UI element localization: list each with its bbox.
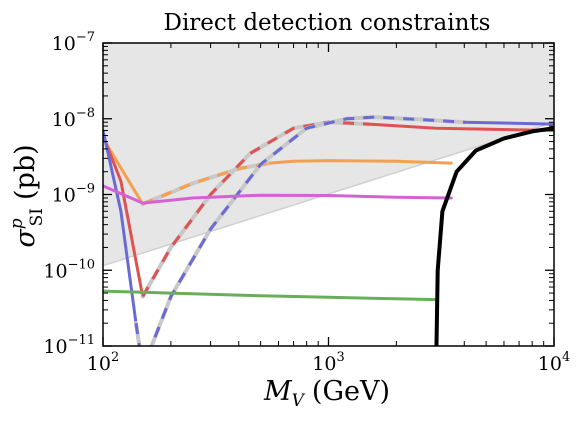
y-tick-label-0-exp: −11: [68, 333, 95, 348]
series-5-line: [366, 122, 554, 132]
y-tick-label-4: 10−7: [52, 30, 95, 55]
x-tick-label-1: 103: [312, 350, 344, 375]
chart-title: Direct detection constraints: [164, 10, 491, 36]
y-tick-label-0-base: 10: [43, 336, 67, 358]
x-tick-label-2-exp: 4: [562, 350, 570, 365]
y-axis-label-sub: SI: [27, 208, 47, 226]
x-tick-label-2: 104: [538, 350, 570, 375]
y-tick-label-2: 10−9: [52, 182, 95, 207]
x-tick-label-0: 102: [87, 350, 119, 375]
y-tick-label-1-exp: −10: [68, 257, 95, 272]
x-axis-label-unit: (GeV): [312, 376, 390, 407]
series-10-line: [103, 289, 438, 302]
series-2-line: [268, 159, 453, 165]
x-tick-label-2-base: 10: [538, 353, 562, 375]
y-axis-label: σpSI (pb): [7, 144, 47, 247]
series-6-line: [103, 129, 138, 325]
x-tick-label-1-base: 10: [312, 353, 336, 375]
series-9-line: [103, 184, 453, 205]
y-tick-label-1: 10−10: [43, 257, 95, 282]
excluded-region: [103, 43, 554, 266]
x-axis-label: MV (GeV): [263, 376, 390, 411]
x-tick-label-1-exp: 3: [336, 350, 344, 365]
series-7-dashed-line: [134, 115, 465, 346]
y-tick-label-1-base: 10: [43, 260, 67, 282]
y-tick-label-4-exp: −7: [76, 30, 95, 45]
y-tick-label-2-base: 10: [52, 185, 76, 207]
x-axis-label-main: M: [263, 376, 293, 407]
svg-text:σpSI(pb): σpSI (pb): [7, 144, 47, 247]
x-tick-label-0-exp: 2: [111, 350, 119, 365]
y-tick-label-2-exp: −9: [76, 182, 95, 197]
y-tick-label-4-base: 10: [52, 33, 76, 55]
x-axis-label-sub: V: [292, 391, 306, 411]
y-axis-label-main: σ: [10, 228, 41, 248]
series-8-line: [462, 120, 554, 126]
series-1-dashed-line: [142, 161, 271, 206]
y-tick-label-0: 10−11: [43, 333, 95, 358]
plot-area: [102, 42, 555, 347]
x-tick-label-0-base: 10: [87, 353, 111, 375]
plot-content: [103, 43, 554, 346]
series-11-line: [434, 126, 554, 346]
y-tick-label-3-exp: −8: [76, 106, 95, 121]
y-tick-label-3: 10−8: [52, 106, 95, 131]
y-axis-label-sup: p: [7, 218, 27, 229]
excluded-region-edge: [103, 121, 554, 267]
y-tick-label-3-base: 10: [52, 109, 76, 131]
y-axis-label-unit: (pb): [10, 144, 41, 200]
